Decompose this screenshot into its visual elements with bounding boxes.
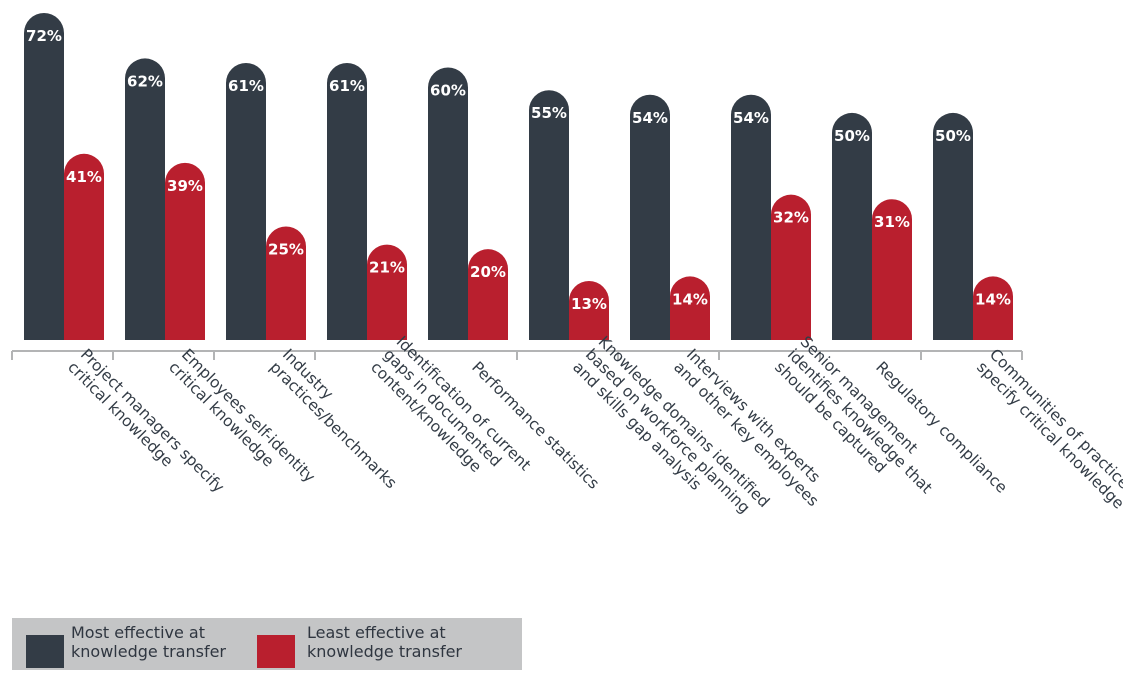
value-label-most-0: 72%	[26, 27, 62, 45]
bar-most-6	[630, 94, 670, 340]
value-label-least-6: 14%	[672, 290, 708, 308]
bar-least-6	[670, 276, 710, 340]
value-label-least-4: 20%	[470, 263, 506, 281]
value-label-most-1: 62%	[127, 72, 163, 90]
bar-most-3	[327, 62, 367, 340]
legend-label-least-effective-line-2: knowledge transfer	[307, 642, 462, 661]
bar-least-2	[266, 226, 306, 340]
bar-most-0	[24, 13, 64, 340]
bar-most-4	[428, 67, 468, 340]
value-label-least-9: 14%	[975, 290, 1011, 308]
bar-most-2	[226, 62, 266, 340]
value-label-most-4: 60%	[430, 82, 466, 100]
legend-label-most-effective-line-2: knowledge transfer	[71, 642, 226, 661]
bar-least-9	[973, 276, 1013, 340]
legend-label-most-effective-line-1: Most effective at	[71, 623, 205, 642]
category-label-9-line-0: Communities of practice	[986, 345, 1123, 492]
value-label-most-9: 50%	[935, 127, 971, 145]
value-label-most-8: 50%	[834, 127, 870, 145]
value-label-least-8: 31%	[874, 213, 910, 231]
bar-most-5	[529, 90, 569, 340]
value-label-least-3: 21%	[369, 259, 405, 277]
value-label-most-3: 61%	[329, 77, 365, 95]
bar-most-7	[731, 94, 771, 340]
legend-swatch-most-effective	[26, 635, 64, 668]
legend-label-least-effective: Least effective at knowledge transfer	[307, 623, 462, 661]
bar-least-4	[468, 249, 508, 340]
bar-most-1	[125, 58, 165, 341]
bar-least-3	[367, 244, 407, 340]
legend-swatch-least-effective	[257, 635, 295, 668]
bar-least-8	[872, 199, 912, 340]
value-label-most-2: 61%	[228, 77, 264, 95]
category-label-5-line-1: based on workforce planning	[582, 345, 754, 517]
value-label-least-1: 39%	[167, 177, 203, 195]
bar-least-1	[165, 162, 205, 340]
bar-least-5	[569, 280, 609, 340]
value-label-most-7: 54%	[733, 109, 769, 127]
bars-group: 72% 41% 62% 39% 61% 25% 61% 21% 60% 20% 55% 13% 54% 1…	[24, 13, 1013, 341]
value-label-most-6: 54%	[632, 109, 668, 127]
legend: Most effective at knowledge transfer Lea…	[12, 618, 522, 670]
legend-label-most-effective: Most effective at knowledge transfer	[71, 623, 226, 661]
value-label-most-5: 55%	[531, 104, 567, 122]
value-label-least-2: 25%	[268, 240, 304, 258]
x-axis	[11, 350, 1023, 360]
bar-most-9	[933, 112, 973, 340]
bar-least-0	[64, 153, 104, 340]
bar-least-7	[771, 194, 811, 340]
value-label-least-7: 32%	[773, 209, 809, 227]
legend-label-least-effective-line-1: Least effective at	[307, 623, 446, 642]
value-label-least-0: 41%	[66, 168, 102, 186]
bar-most-8	[832, 112, 873, 340]
value-label-least-5: 13%	[571, 295, 607, 313]
